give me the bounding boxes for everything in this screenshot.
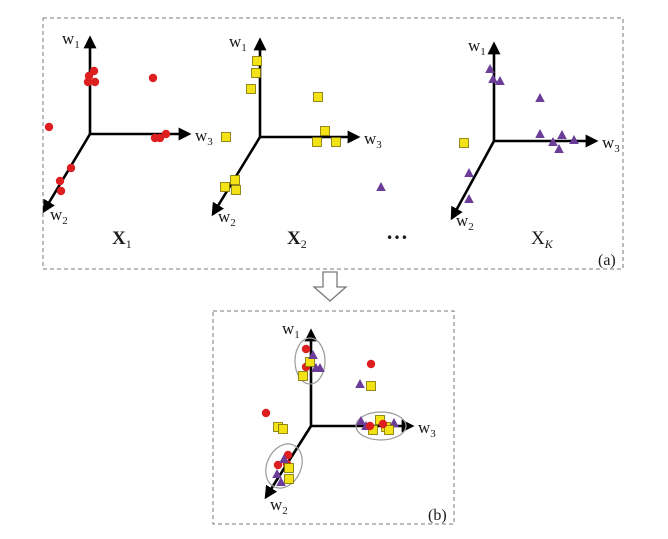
yellow-square-marker: [246, 84, 256, 94]
yellow-square-marker: [331, 137, 341, 147]
yellow-square-marker: [221, 132, 231, 142]
red-circle-marker: [155, 133, 165, 143]
cluster-ellipse-w1: [294, 337, 326, 385]
yellow-square-marker: [220, 182, 230, 192]
red-circle-marker: [44, 122, 54, 132]
yellow-square-marker: [284, 474, 294, 484]
axis-label-w1-x2: w1: [229, 32, 247, 54]
yellow-square-marker: [230, 175, 240, 185]
axis-label-w2-b: w2: [270, 495, 288, 517]
axis-label-w2-x1: w2: [50, 205, 68, 227]
ellipsis: …: [386, 219, 408, 244]
purple-triangle-marker: [488, 74, 498, 83]
panel-a-frame: [42, 17, 624, 270]
purple-triangle-marker: [569, 135, 579, 144]
panel-label-a: (a): [598, 252, 616, 269]
red-circle-marker: [148, 73, 158, 83]
axis-label-w1-xk: w1: [468, 36, 486, 58]
yellow-square-marker: [231, 185, 241, 195]
purple-triangle-marker: [355, 379, 365, 388]
panel-b-frame: [212, 310, 455, 525]
red-circle-marker: [366, 359, 376, 369]
purple-triangle-marker: [464, 194, 474, 203]
purple-triangle-marker: [272, 469, 282, 478]
red-circle-marker: [378, 419, 388, 429]
red-circle-marker: [301, 344, 311, 354]
set-label-x1: X1: [112, 228, 132, 251]
yellow-square-marker: [459, 138, 469, 148]
purple-triangle-marker: [535, 129, 545, 138]
purple-triangle-marker: [464, 168, 474, 177]
yellow-square-marker: [252, 56, 262, 66]
axes-x1: [42, 35, 192, 214]
yellow-square-marker: [312, 137, 322, 147]
down-arrow-icon: [312, 271, 348, 302]
red-circle-marker: [90, 77, 100, 87]
purple-triangle-marker: [389, 418, 399, 427]
cluster-ellipse-w2: [265, 443, 303, 489]
red-circle-marker: [283, 450, 293, 460]
purple-triangle-marker: [495, 76, 505, 85]
markers-layer: [44, 56, 579, 486]
yellow-square-marker: [251, 68, 261, 78]
purple-triangle-marker: [376, 182, 386, 191]
purple-triangle-marker: [356, 416, 366, 425]
red-circle-marker: [365, 421, 375, 431]
red-circle-marker: [261, 408, 271, 418]
red-circle-marker: [55, 176, 65, 186]
red-circle-marker: [56, 186, 66, 196]
axis-label-w1-x1: w1: [62, 29, 80, 51]
purple-triangle-marker: [535, 93, 545, 102]
axis-label-w2-xk: w2: [456, 211, 474, 233]
yellow-square-marker: [320, 126, 330, 136]
set-label-xk: XK: [531, 228, 554, 251]
yellow-square-marker: [313, 92, 323, 102]
axes-xk: [450, 41, 599, 221]
red-circle-marker: [83, 77, 93, 87]
axis-label-w3-xk: w3: [602, 133, 620, 155]
panel-label-b: (b): [428, 507, 447, 524]
purple-triangle-marker: [554, 144, 564, 153]
purple-triangle-marker: [557, 130, 567, 139]
axis-label-w2-x2: w2: [218, 207, 236, 229]
purple-triangle-marker: [548, 137, 558, 146]
red-circle-marker: [66, 163, 76, 173]
yellow-square-marker: [298, 371, 308, 381]
purple-triangle-marker: [279, 454, 289, 463]
yellow-square-marker: [366, 381, 376, 391]
red-circle-marker: [161, 129, 171, 139]
purple-triangle-marker: [315, 363, 325, 372]
axis-label-w3-x2: w3: [364, 129, 382, 151]
axis-label-w1-b: w1: [282, 319, 300, 341]
purple-triangle-marker: [308, 350, 318, 359]
axis-label-w3-b: w3: [418, 418, 436, 440]
yellow-square-marker: [278, 424, 288, 434]
set-label-x2: X2: [287, 228, 307, 251]
yellow-square-marker: [384, 425, 394, 435]
purple-triangle-marker: [485, 64, 495, 73]
axis-label-w3-x1: w3: [195, 126, 213, 148]
purple-triangle-marker: [276, 477, 286, 486]
yellow-square-marker: [284, 463, 294, 473]
cluster-ellipse-w3: [355, 411, 407, 441]
